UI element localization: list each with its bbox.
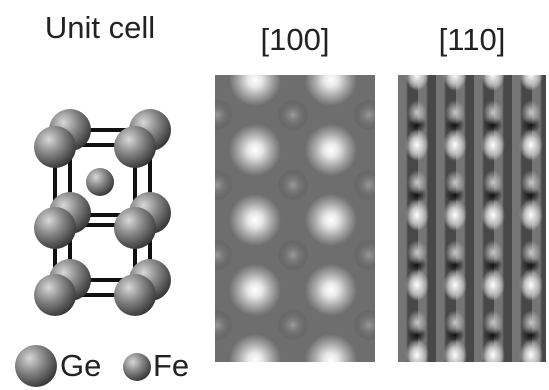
legend-label: Fe bbox=[153, 344, 189, 388]
unit-cell bbox=[0, 0, 210, 390]
panel-label: [100] bbox=[215, 18, 375, 62]
haadf-image-110 bbox=[398, 75, 546, 362]
panel-label: [110] bbox=[398, 18, 546, 62]
figure: {"panels": [{"label": "Unit cell"}, {"la… bbox=[0, 0, 549, 390]
legend-label: Ge bbox=[60, 344, 101, 388]
haadf-image-100 bbox=[215, 75, 375, 362]
